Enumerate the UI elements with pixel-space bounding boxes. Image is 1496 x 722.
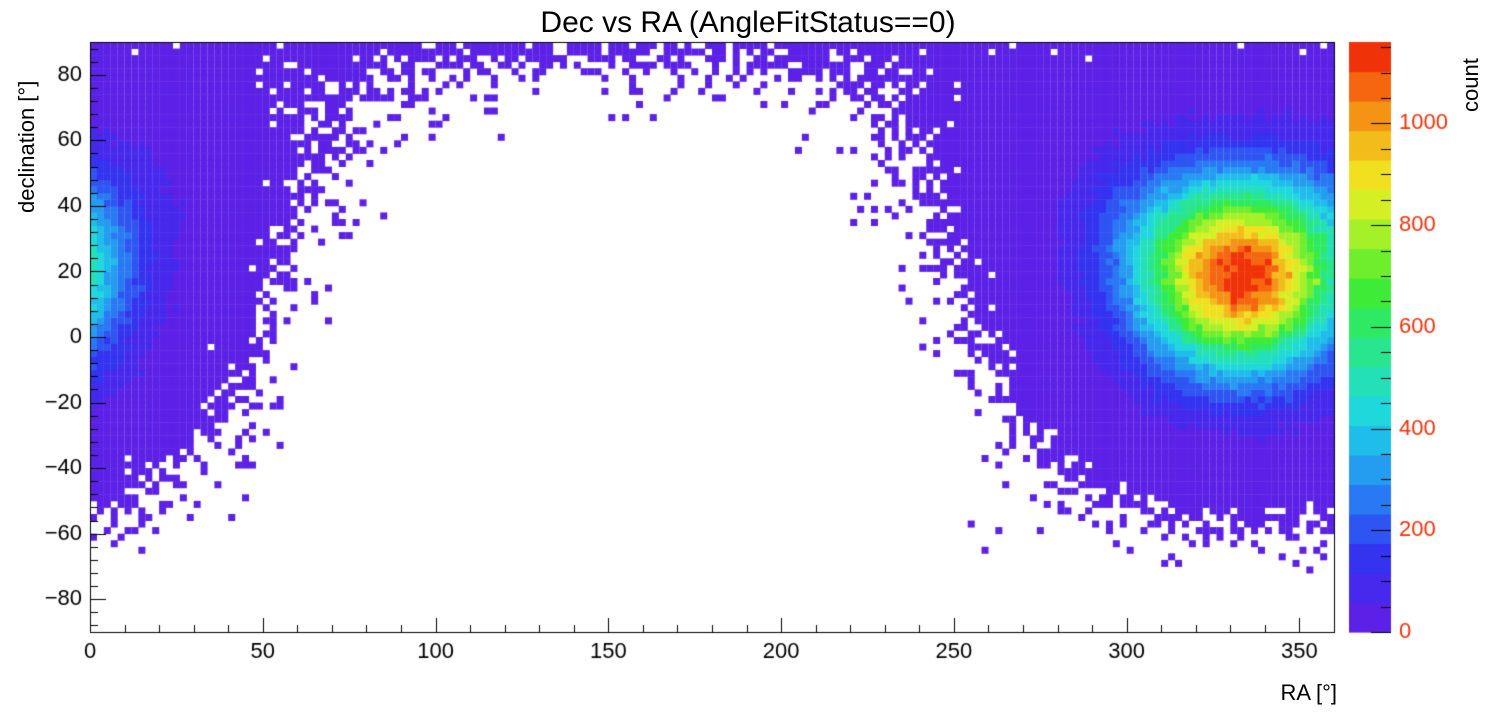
chart-title: Dec vs RA (AngleFitStatus==0) bbox=[540, 6, 956, 39]
colorbar-title: count bbox=[1458, 58, 1483, 112]
x-axis-title: RA [°] bbox=[1280, 680, 1337, 705]
y-axis-title: declination [°] bbox=[14, 80, 39, 213]
